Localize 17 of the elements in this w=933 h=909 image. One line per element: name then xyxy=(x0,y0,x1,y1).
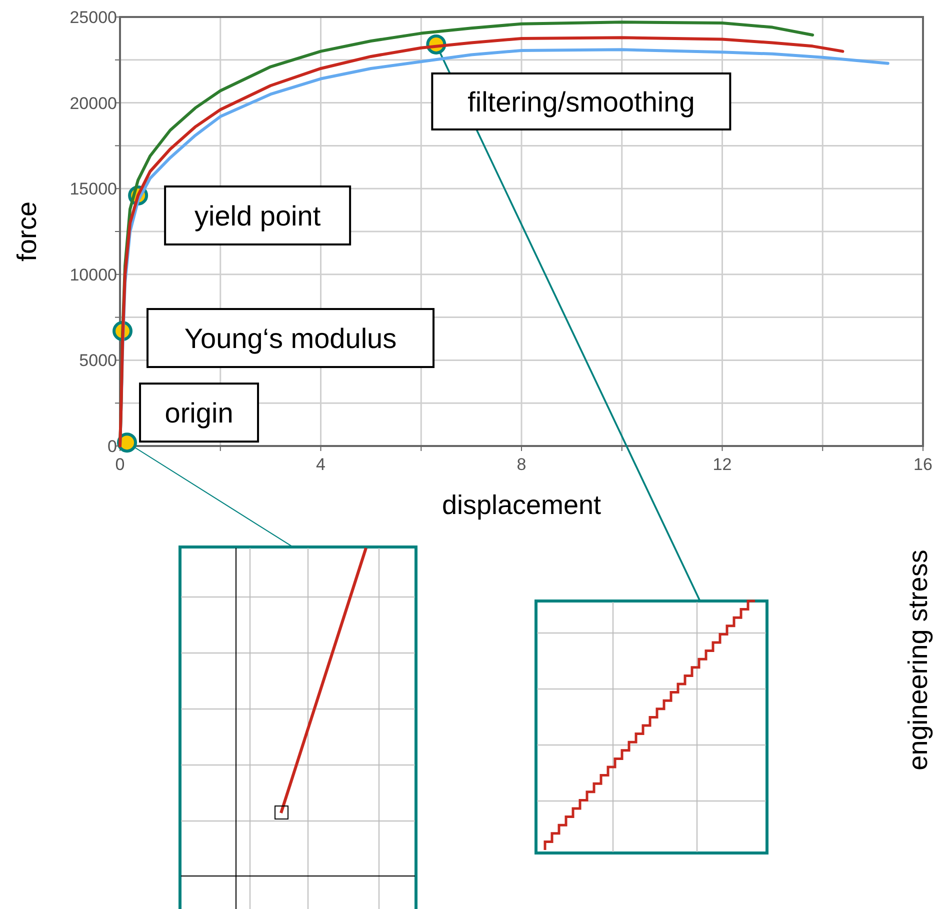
x-axis-title: displacement xyxy=(442,490,602,520)
annotation: origin xyxy=(164,398,234,429)
y-axis-title: force xyxy=(12,201,42,262)
y-tick-label: 25000 xyxy=(70,8,117,27)
x-tick-label: 8 xyxy=(516,455,526,474)
y-tick-label: 0 xyxy=(108,437,117,456)
y-tick-label: 20000 xyxy=(70,94,117,113)
y2-axis-title: engineering stress xyxy=(903,550,933,770)
x-tick-label: 16 xyxy=(914,455,932,474)
y-tick-label: 10000 xyxy=(70,265,117,284)
x-tick-label: 4 xyxy=(316,455,326,474)
y-tick-label: 5000 xyxy=(79,351,117,370)
annotation: filtering/smoothing xyxy=(468,86,695,118)
annotation: Young‘s modulus xyxy=(184,323,397,354)
y-tick-label: 15000 xyxy=(70,180,117,199)
x-tick-label: 12 xyxy=(712,455,732,474)
annotation: yield point xyxy=(194,200,321,232)
